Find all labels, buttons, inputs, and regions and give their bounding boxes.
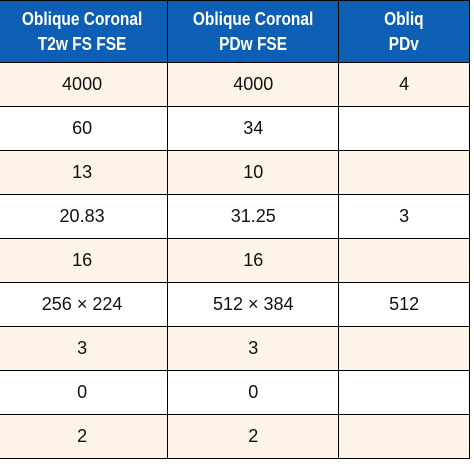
table-cell: 4 bbox=[338, 62, 470, 107]
table-row: 13 10 bbox=[0, 150, 470, 195]
table-cell: 3 bbox=[0, 326, 169, 371]
table-cell: 0 bbox=[167, 370, 340, 415]
table-row: 0 0 bbox=[0, 370, 470, 415]
table-cell bbox=[338, 414, 470, 459]
table-row: 3 3 bbox=[0, 326, 470, 371]
table-cell: 3 bbox=[338, 194, 470, 239]
table-cell bbox=[338, 370, 470, 415]
header-cell-1: Oblique Coronal T2w FS FSE bbox=[0, 0, 169, 63]
table-cell: 20.83 bbox=[0, 194, 169, 239]
header-1-line1: Oblique Coronal bbox=[21, 8, 143, 29]
table-cell: 16 bbox=[167, 238, 340, 283]
table-cell: 512 × 384 bbox=[167, 282, 340, 327]
table-cell: 10 bbox=[167, 150, 340, 195]
table-cell: 3 bbox=[167, 326, 340, 371]
header-2-line1: Oblique Coronal bbox=[193, 8, 314, 29]
header-3-line1: Obliq bbox=[384, 8, 424, 29]
table-cell: 2 bbox=[0, 414, 169, 459]
table-cell: 4000 bbox=[0, 62, 169, 107]
table-cell: 31.25 bbox=[167, 194, 340, 239]
table-cell: 256 × 224 bbox=[0, 282, 169, 327]
table-row: 4000 4000 4 bbox=[0, 62, 470, 107]
table-cell: 16 bbox=[0, 238, 169, 283]
table-row: 256 × 224 512 × 384 512 bbox=[0, 282, 470, 327]
table-cell: 60 bbox=[0, 106, 169, 151]
table-cell bbox=[338, 150, 470, 195]
table-cell: 34 bbox=[167, 106, 340, 151]
table-cell bbox=[338, 106, 470, 151]
table-row: 60 34 bbox=[0, 106, 470, 151]
table-row: 20.83 31.25 3 bbox=[0, 194, 470, 239]
table-row: 2 2 bbox=[0, 414, 470, 459]
header-row: Oblique Coronal T2w FS FSE Oblique Coron… bbox=[0, 0, 470, 63]
table-cell: 512 bbox=[338, 282, 470, 327]
header-cell-3: Obliq PDv bbox=[338, 0, 470, 63]
header-2-line2: PDw FSE bbox=[219, 33, 288, 54]
header-cell-2: Oblique Coronal PDw FSE bbox=[167, 0, 340, 63]
header-3-line2: PDv bbox=[389, 33, 420, 54]
parameters-table: Oblique Coronal T2w FS FSE Oblique Coron… bbox=[0, 0, 470, 459]
table-row: 16 16 bbox=[0, 238, 470, 283]
table-cell: 2 bbox=[167, 414, 340, 459]
header-1-line2: T2w FS FSE bbox=[37, 33, 127, 54]
table-cell bbox=[338, 326, 470, 371]
table-cell: 13 bbox=[0, 150, 169, 195]
table-cell: 0 bbox=[0, 370, 169, 415]
table-cell bbox=[338, 238, 470, 283]
table-cell: 4000 bbox=[167, 62, 340, 107]
